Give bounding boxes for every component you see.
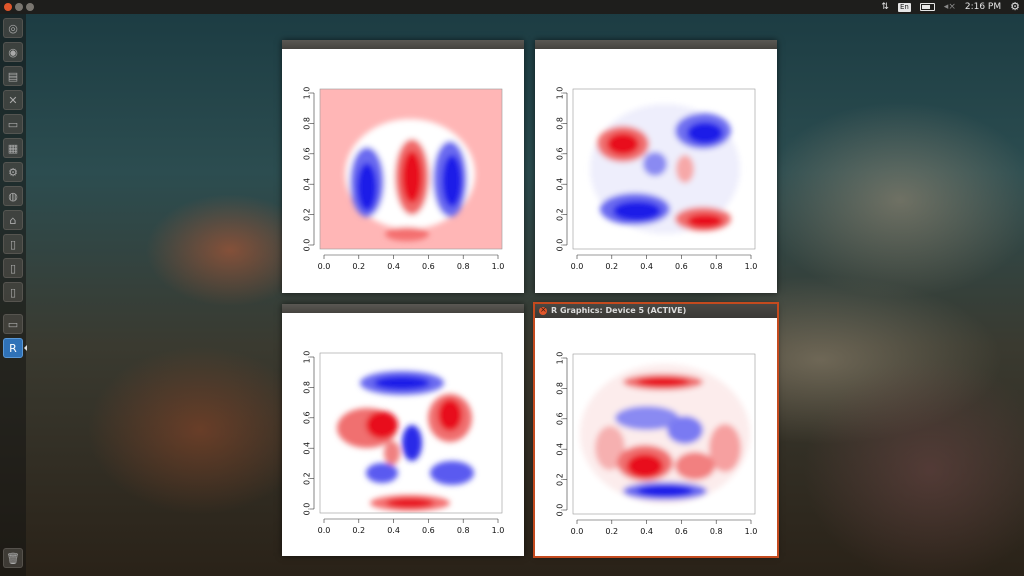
top-panel: ⇅ En ◂× 2:16 PM ⚙ [0,0,1024,14]
y-tick-label: 0.8 [555,382,564,395]
plot-box [572,88,756,250]
window-titlebar[interactable]: R Graphics: Device 5 (ACTIVE) [535,303,777,318]
y-tick-label: 0.4 [302,442,311,455]
y-tick-label: 1.0 [302,351,311,364]
y-tick-label: 0.4 [302,178,311,191]
x-tick-label: 0.6 [675,527,688,536]
window-titlebar[interactable] [535,40,777,49]
document-icon[interactable]: ▯ [3,258,23,278]
y-tick-label: 0.8 [302,381,311,394]
minimize-window-icon[interactable] [15,3,23,11]
document-icon[interactable]: ▯ [3,282,23,302]
x-tick-label: 0.0 [318,526,331,535]
x-tick-label: 0.8 [457,526,470,535]
x-tick-label: 1.0 [492,262,505,271]
settings-icon[interactable]: ⚙ [3,162,23,182]
r-app-icon[interactable]: R [3,338,23,358]
y-tick-label: 0.2 [555,473,564,486]
y-tick-label: 0.2 [302,208,311,221]
x-tick-label: 1.0 [745,527,758,536]
firefox-icon[interactable]: ◉ [3,42,23,62]
terminal-icon[interactable]: ▭ [3,314,23,334]
dash-icon[interactable]: ◎ [3,18,23,38]
heatmap-plot-1: 0.0 0.2 0.4 0.6 0.8 1.0 0.0 0.2 0.4 0.6 0.8 1.0 [302,87,505,271]
x-tick-label: 0.0 [571,527,584,536]
files-icon[interactable]: ▤ [3,66,23,86]
maximize-window-icon[interactable] [26,3,34,11]
x-tick-label: 0.8 [710,262,723,271]
window-titlebar[interactable] [282,40,524,49]
archive-icon[interactable]: ▦ [3,138,23,158]
x-tick-label: 0.8 [457,262,470,271]
r-graphics-window-1[interactable]: 0.0 0.2 0.4 0.6 0.8 1.0 0.0 0.2 0.4 0.6 0.8 1.0 [282,40,524,293]
x-tick-label: 0.2 [605,527,618,536]
heatmap-plot-3: 0.0 0.2 0.4 0.6 0.8 1.0 0.0 0.2 0.4 0.6 0.8 1.0 [302,351,505,535]
r-graphics-window-active[interactable]: R Graphics: Device 5 (ACTIVE) 0.00.20.40… [533,302,779,558]
y-tick-label: 0.2 [302,472,311,485]
ubuntu-one-icon[interactable]: ◍ [3,186,23,206]
r-graphics-window-2[interactable]: 0.0 0.2 0.4 0.6 0.8 1.0 0.0 0.2 0.4 0.6 0.8 1.0 [535,40,777,293]
trash-icon[interactable]: 🗑 [3,548,23,568]
y-tick-label: 0.0 [555,239,564,252]
keyboard-layout-indicator[interactable]: En [897,2,911,12]
y-tick-label: 0.6 [555,412,564,425]
x-tick-label: 0.0 [571,262,584,271]
y-tick-label: 0.0 [555,504,564,517]
x-tick-label: 0.4 [387,262,400,271]
terminal-monitor-icon[interactable]: ▭ [3,114,23,134]
y-tick-label: 0.8 [302,117,311,130]
close-window-icon[interactable] [539,303,547,317]
indicator-area: ⇅ En ◂× 2:16 PM ⚙ [881,0,1024,14]
x-tick-label: 0.2 [605,262,618,271]
y-tick-label: 0.4 [555,178,564,191]
y-tick-label: 0.6 [302,411,311,424]
home-folder-icon[interactable]: ⌂ [3,210,23,230]
running-indicator [24,345,27,351]
heatmap-plot-4: 0.0 0.2 0.4 0.6 0.8 1.0 0.0 0.2 0.4 0.6 0.8 1.0 [555,352,758,536]
window-titlebar[interactable] [282,304,524,313]
battery-icon[interactable] [919,3,935,11]
x-tick-label: 0.4 [387,526,400,535]
x-tick-label: 0.6 [422,526,435,535]
x-tick-label: 1.0 [492,526,505,535]
clock[interactable]: 2:16 PM [964,2,1002,12]
window-title: R Graphics: Device 5 (ACTIVE) [551,306,687,315]
window-controls [0,3,34,11]
system-tools-icon[interactable]: ✕ [3,90,23,110]
x-tick-label: 0.2 [352,526,365,535]
y-tick-label: 0.6 [555,147,564,160]
y-tick-label: 1.0 [555,87,564,100]
volume-muted-icon[interactable]: ◂× [943,2,956,12]
y-tick-label: 0.2 [555,208,564,221]
x-tick-label: 0.0 [318,262,331,271]
launcher: ◎ ◉ ▤ ✕ ▭ ▦ ⚙ ◍ ⌂ ▯ ▯ ▯ ▭ R 🗑 [0,14,27,576]
heatmap-plot-2: 0.0 0.2 0.4 0.6 0.8 1.0 0.0 0.2 0.4 0.6 0.8 1.0 [555,87,758,271]
settings-gear-icon[interactable]: ⚙ [1010,0,1020,13]
document-icon[interactable]: ▯ [3,234,23,254]
y-tick-label: 0.8 [555,117,564,130]
x-tick-label: 0.2 [352,262,365,271]
r-graphics-window-3[interactable]: 0.0 0.2 0.4 0.6 0.8 1.0 0.0 0.2 0.4 0.6 0.8 1.0 [282,304,524,556]
y-tick-label: 1.0 [302,87,311,100]
close-window-icon[interactable] [4,3,12,11]
x-tick-label: 0.6 [675,262,688,271]
plot-box [319,88,503,250]
network-arrows-icon[interactable]: ⇅ [881,2,889,12]
y-tick-label: 1.0 [555,352,564,365]
x-tick-label: 1.0 [745,262,758,271]
plot-box [319,352,503,514]
y-tick-label: 0.0 [302,239,311,252]
y-tick-label: 0.6 [302,147,311,160]
plot-box [572,353,756,515]
x-tick-label: 0.6 [422,262,435,271]
x-tick-label: 0.4 [640,262,653,271]
x-tick-label: 0.8 [710,527,723,536]
y-tick-label: 0.4 [555,443,564,456]
x-tick-label: 0.4 [640,527,653,536]
y-tick-label: 0.0 [302,503,311,516]
